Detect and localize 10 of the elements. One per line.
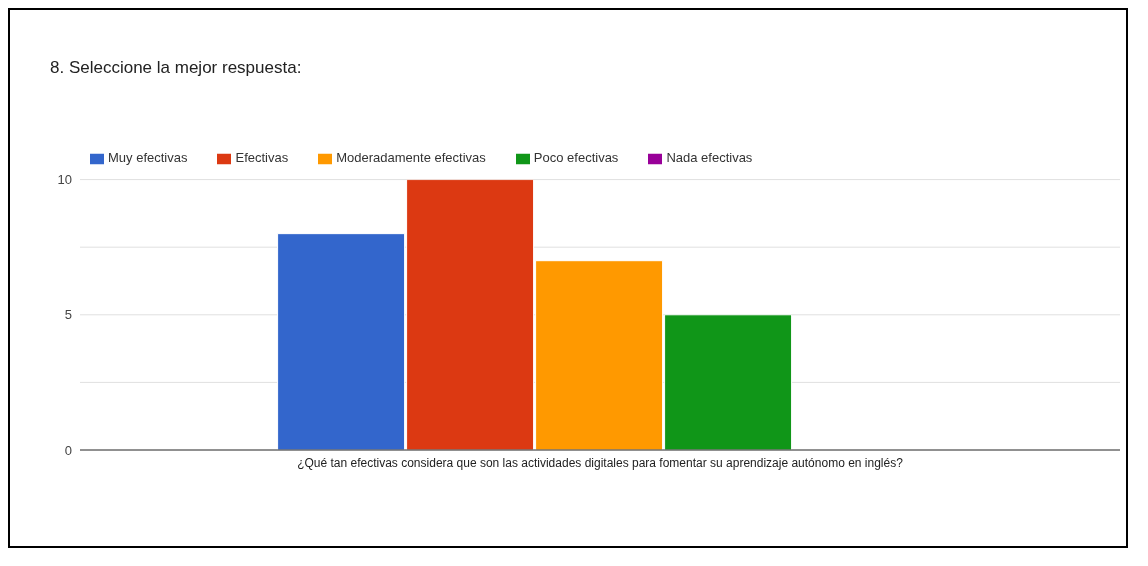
y-tick-label: 0 <box>64 442 72 458</box>
x-tick-label: ¿Qué tan efectivas considera que son las actividades digitales para fomentar su aprendizaje autónomo en inglés? <box>297 455 904 470</box>
legend-label: Muy efectivas <box>108 150 188 165</box>
legend-label: Nada efectivas <box>666 150 753 165</box>
legend-label: Moderadamente efectivas <box>336 150 486 165</box>
legend-label: Efectivas <box>235 150 289 165</box>
y-tick-label: 5 <box>64 307 72 323</box>
y-tick-label: 10 <box>57 172 72 188</box>
legend-label: Poco efectivas <box>533 150 619 165</box>
chart-title: 8. Seleccione la mejor respuesta: <box>50 58 302 78</box>
